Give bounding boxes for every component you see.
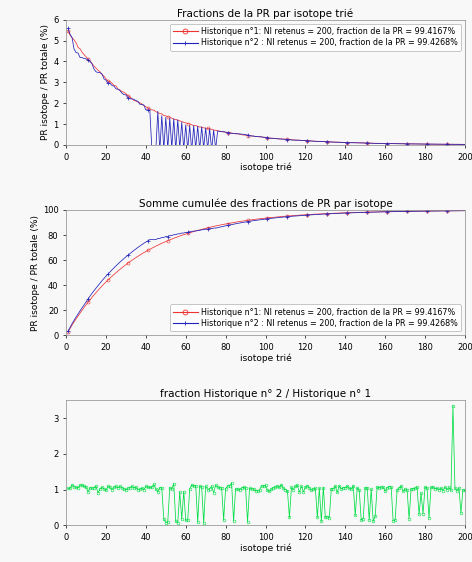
X-axis label: isotope trié: isotope trié — [240, 163, 291, 173]
X-axis label: isotope trié: isotope trié — [240, 353, 291, 362]
Title: Fractions de la PR par isotope trié: Fractions de la PR par isotope trié — [177, 8, 354, 19]
X-axis label: isotope trié: isotope trié — [240, 543, 291, 553]
Title: Somme cumulée des fractions de PR par isotope: Somme cumulée des fractions de PR par is… — [139, 199, 392, 209]
Y-axis label: PR isotope / PR totale (%): PR isotope / PR totale (%) — [41, 24, 51, 140]
Y-axis label: PR isotope / PR totale (%): PR isotope / PR totale (%) — [31, 215, 40, 330]
Legend: Historique n°1: NI retenus = 200, fraction de la PR = 99.4167%, Historique n°2 :: Historique n°1: NI retenus = 200, fracti… — [170, 24, 461, 51]
Legend: Historique n°1: NI retenus = 200, fraction de la PR = 99.4167%, Historique n°2 :: Historique n°1: NI retenus = 200, fracti… — [170, 304, 461, 331]
Title: fraction Historique n° 2 / Historique n° 1: fraction Historique n° 2 / Historique n°… — [160, 389, 371, 400]
